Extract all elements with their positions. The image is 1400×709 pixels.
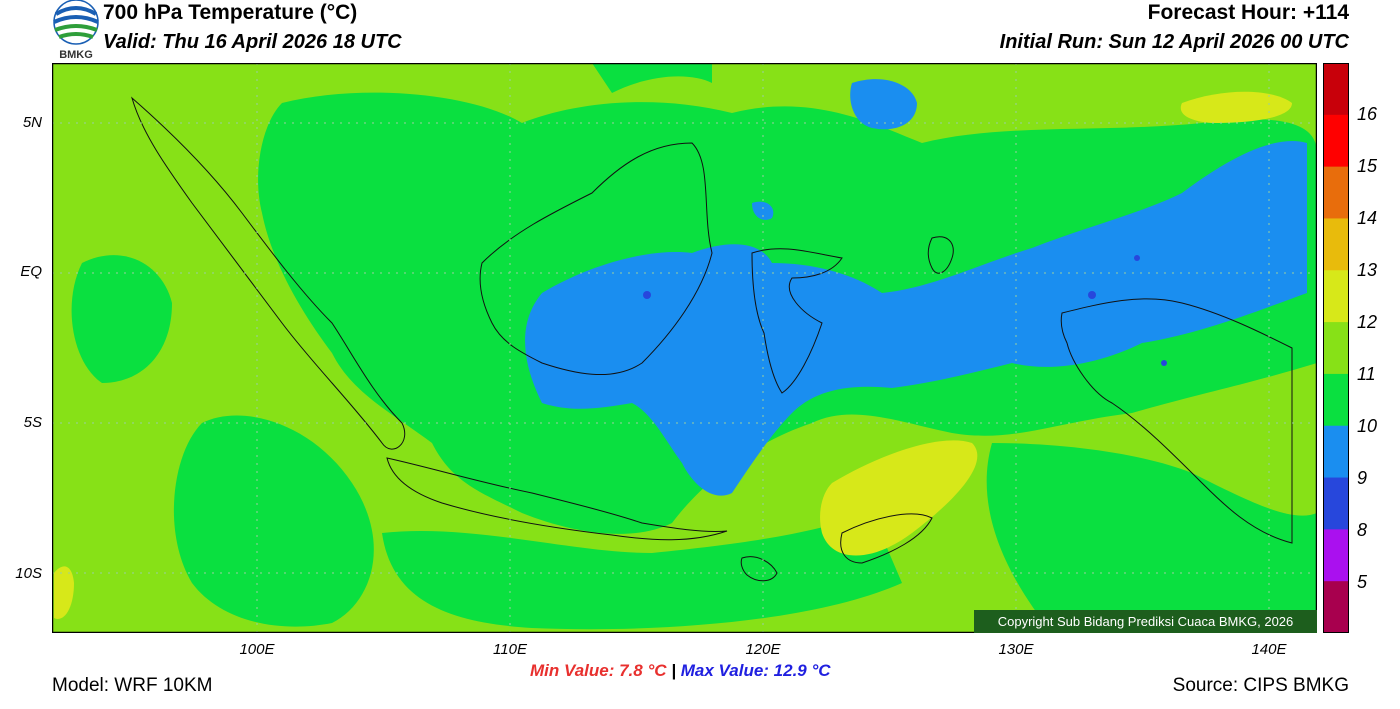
colorbar-swatch: [1323, 373, 1349, 427]
colorbar-label-14: 14: [1357, 208, 1378, 228]
colorbar: [1323, 63, 1349, 633]
lon-tick-120e: 120E: [745, 641, 781, 658]
colorbar-swatch: [1323, 322, 1349, 375]
temp-10-regions: [525, 79, 1307, 496]
lat-tick-5s: 5S: [23, 414, 42, 431]
colorbar-swatch: [1323, 477, 1349, 530]
lat-tick-10s: 10S: [15, 565, 42, 582]
min-max-separator: |: [671, 661, 677, 680]
temp-13-regions: [54, 91, 1292, 619]
temperature-map: [52, 63, 1317, 633]
colorbar-label-15: 15: [1357, 156, 1378, 176]
lon-tick-140e: 140E: [1251, 641, 1287, 658]
colorbar-swatch: [1323, 166, 1349, 219]
colorbar-swatch: [1323, 63, 1349, 116]
max-value: Max Value: 12.9 °C: [680, 661, 831, 680]
model-label: Model: WRF 10KM: [52, 675, 213, 696]
lat-tick-5n: 5N: [22, 114, 42, 131]
min-value: Min Value: 7.8 °C: [530, 661, 667, 680]
colorbar-label-12: 12: [1357, 312, 1378, 332]
colorbar-border: [1323, 63, 1349, 633]
colorbar-label-9: 9: [1357, 468, 1368, 488]
min-max-values: Min Value: 7.8 °C | Max Value: 12.9 °C: [530, 661, 831, 681]
colorbar-label-5: 5: [1357, 572, 1368, 592]
chart-title: 700 hPa Temperature (°C): [103, 1, 358, 24]
logo-text: BMKG: [59, 49, 93, 60]
colorbar-swatch: [1323, 581, 1349, 633]
colorbar-label-11: 11: [1357, 364, 1376, 384]
initial-run: Initial Run: Sun 12 April 2026 00 UTC: [999, 31, 1349, 53]
colorbar-label-8: 8: [1357, 520, 1368, 540]
valid-time: Valid: Thu 16 April 2026 18 UTC: [103, 31, 402, 53]
colorbar-label-13: 13: [1357, 260, 1378, 280]
lon-tick-130e: 130E: [998, 641, 1034, 658]
colorbar-swatch: [1323, 218, 1349, 271]
lon-tick-100e: 100E: [239, 641, 275, 658]
forecast-hour: Forecast Hour: +114: [1147, 1, 1349, 24]
colorbar-swatch: [1323, 270, 1349, 323]
lat-tick-eq: EQ: [20, 263, 42, 280]
colorbar-swatch: [1323, 114, 1349, 168]
colorbar-label-10: 10: [1357, 416, 1378, 436]
colorbar-swatch: [1323, 529, 1349, 582]
coastlines: [131, 96, 1293, 582]
source-label: Source: CIPS BMKG: [1172, 675, 1349, 696]
colorbar-label-16: 16: [1357, 104, 1378, 124]
lon-tick-110e: 110E: [493, 641, 527, 658]
colorbar-swatch: [1323, 425, 1349, 479]
copyright-badge: Copyright Sub Bidang Prediksi Cuaca BMKG…: [974, 610, 1317, 633]
gridlines: [52, 63, 1317, 633]
bmkg-logo: BMKG: [53, 0, 99, 60]
temp-9-spots: [643, 255, 1167, 366]
